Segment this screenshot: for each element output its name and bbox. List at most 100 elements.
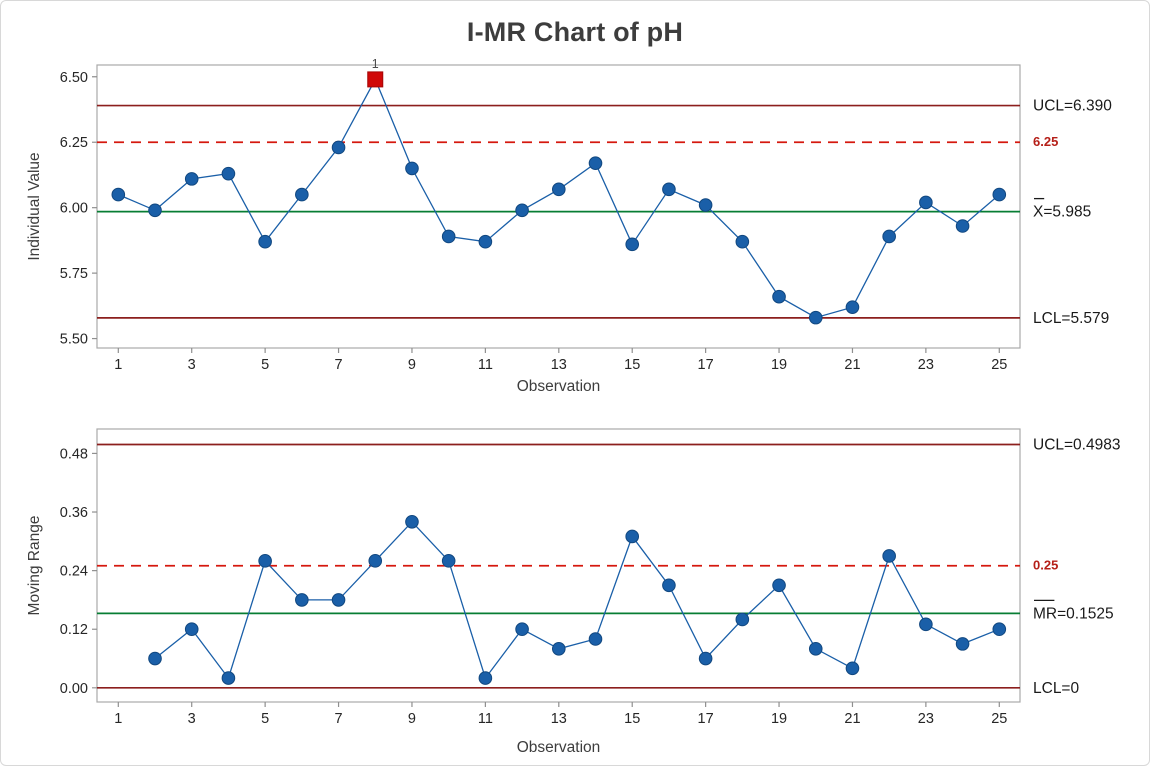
series-line	[118, 77, 1000, 319]
x-tick-label: 15	[624, 357, 640, 373]
data-point[interactable]	[588, 156, 603, 170]
x-tick-label: 23	[918, 711, 934, 727]
data-point[interactable]	[184, 622, 199, 637]
out-of-control-marker[interactable]	[367, 71, 384, 88]
data-point[interactable]	[882, 549, 896, 563]
data-point[interactable]	[148, 203, 162, 218]
x-tick-label: 25	[991, 711, 1007, 727]
x-tick-label: 15	[624, 711, 640, 727]
x-tick-label: 3	[188, 357, 196, 373]
x-axis-title: Observation	[517, 739, 601, 756]
moving_range-chart: 0.000.120.240.360.481 3 5 7 9 11 13 15 17 19 21 23 2…	[26, 428, 1120, 756]
ucl-label: UCL=0.4983	[1033, 436, 1120, 453]
data-point[interactable]	[955, 637, 970, 651]
data-point[interactable]	[772, 289, 786, 304]
data-point[interactable]	[808, 641, 823, 656]
lcl-label: LCL=0	[1033, 680, 1079, 697]
x-tick-label: 25	[991, 357, 1007, 373]
data-point[interactable]	[221, 671, 236, 685]
series-line	[154, 520, 1000, 680]
data-point[interactable]	[331, 593, 346, 607]
data-point[interactable]	[515, 203, 529, 218]
data-point[interactable]	[111, 187, 126, 202]
y-tick-label: 0.12	[60, 622, 88, 638]
data-point[interactable]	[551, 641, 566, 656]
data-point[interactable]	[919, 195, 933, 210]
center-line-label: X=5.985	[1033, 204, 1091, 221]
y-tick-label: 6.00	[60, 201, 88, 217]
data-point[interactable]	[992, 187, 1007, 202]
data-point[interactable]	[772, 578, 786, 593]
x-tick-label: 7	[335, 357, 343, 373]
y-tick-label: 0.36	[60, 505, 88, 521]
y-tick-label: 5.50	[60, 332, 88, 348]
data-point[interactable]	[662, 578, 676, 593]
center-line-label: MR=0.1525	[1033, 605, 1114, 622]
x-tick-label: 13	[551, 357, 567, 373]
reference-line-label: 0.25	[1033, 558, 1058, 573]
y-tick-label: 0.00	[60, 681, 88, 697]
data-point[interactable]	[992, 622, 1007, 637]
y-tick-label: 5.75	[60, 266, 88, 282]
data-point[interactable]	[405, 161, 419, 176]
x-axis-title: Observation	[517, 378, 601, 395]
test-failure-flag: 1	[372, 57, 379, 71]
x-tick-label: 21	[844, 357, 860, 373]
y-tick-label: 6.25	[60, 135, 88, 151]
data-point[interactable]	[148, 651, 162, 666]
x-tick-label: 17	[698, 711, 714, 727]
y-tick-label: 0.48	[60, 446, 88, 462]
y-axis-title: Moving Range	[26, 516, 43, 616]
data-point[interactable]	[735, 234, 750, 249]
data-point[interactable]	[808, 310, 823, 325]
data-point[interactable]	[258, 554, 272, 568]
data-point[interactable]	[295, 187, 309, 202]
data-point[interactable]	[551, 182, 566, 197]
individuals-chart: 5.505.756.006.256.501 3 5 7 9 11 13 15 17 19 21 23 2…	[26, 57, 1112, 395]
x-tick-label: 7	[335, 711, 343, 727]
data-point[interactable]	[882, 229, 896, 244]
data-point[interactable]	[919, 617, 933, 632]
y-axis-title: Individual Value	[26, 152, 43, 260]
x-tick-label: 17	[698, 357, 714, 373]
plot-frame	[96, 64, 1021, 349]
data-point[interactable]	[735, 612, 750, 627]
data-point[interactable]	[845, 661, 860, 676]
x-tick-label: 5	[261, 711, 269, 727]
chart-title: I-MR Chart of pH	[466, 17, 684, 47]
data-point[interactable]	[441, 229, 456, 244]
data-point[interactable]	[698, 651, 713, 666]
data-point[interactable]	[478, 671, 493, 685]
data-point[interactable]	[588, 632, 603, 646]
x-tick-label: 9	[408, 357, 416, 373]
x-tick-label: 11	[478, 357, 493, 373]
data-point[interactable]	[405, 514, 419, 529]
data-point[interactable]	[625, 237, 640, 252]
data-point[interactable]	[258, 234, 272, 249]
data-point[interactable]	[698, 198, 713, 212]
data-point[interactable]	[441, 554, 456, 568]
x-tick-label: 21	[844, 711, 860, 727]
data-point[interactable]	[662, 182, 676, 197]
x-tick-label: 11	[478, 711, 493, 727]
data-point[interactable]	[845, 300, 860, 314]
x-tick-label: 1	[114, 357, 122, 373]
x-tick-label: 5	[261, 357, 269, 373]
y-tick-label: 6.50	[60, 70, 88, 86]
data-point[interactable]	[955, 219, 970, 233]
y-tick-label: 0.24	[60, 564, 88, 580]
data-point[interactable]	[184, 172, 199, 186]
ucl-label: UCL=6.390	[1033, 98, 1112, 115]
data-point[interactable]	[515, 622, 529, 637]
x-tick-label: 13	[551, 711, 567, 727]
data-point[interactable]	[221, 166, 236, 181]
data-point[interactable]	[478, 234, 493, 249]
lcl-label: LCL=5.579	[1033, 310, 1109, 327]
data-point[interactable]	[368, 554, 383, 568]
data-point[interactable]	[331, 140, 346, 155]
x-tick-label: 1	[114, 711, 122, 727]
data-point[interactable]	[625, 529, 640, 544]
data-point[interactable]	[295, 593, 309, 607]
reference-line-label: 6.25	[1033, 134, 1058, 149]
